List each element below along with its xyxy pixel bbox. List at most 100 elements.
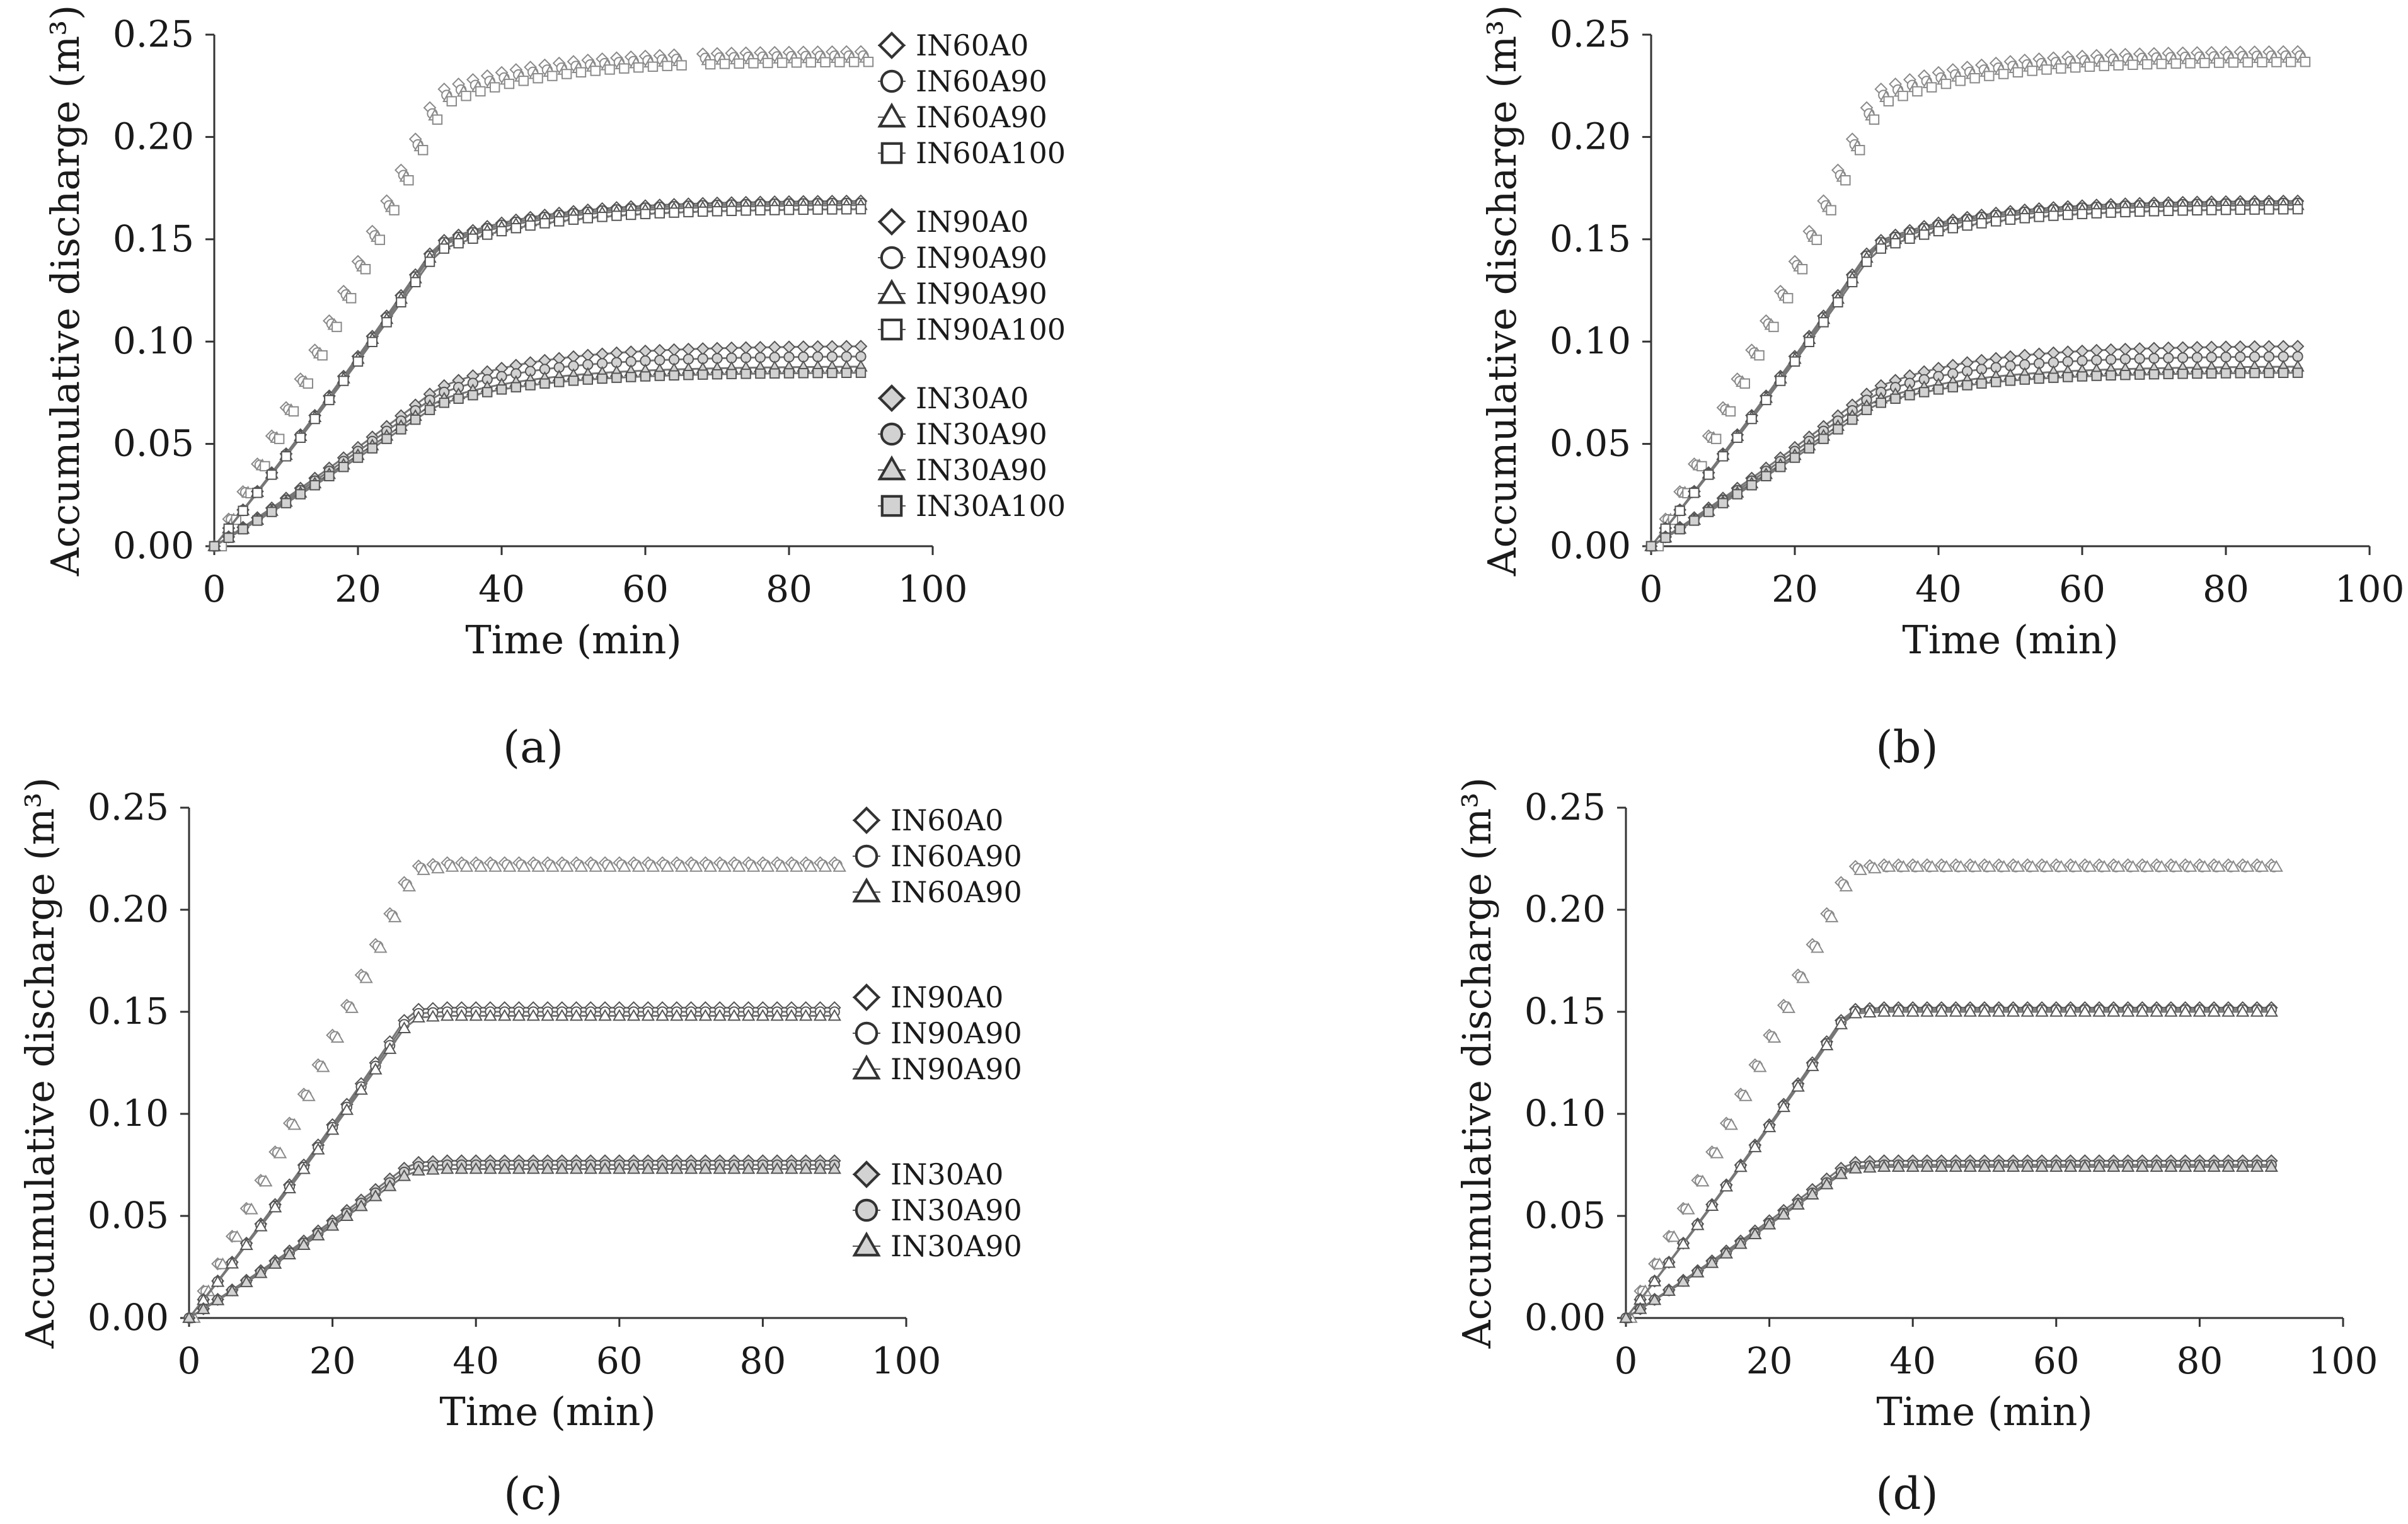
x-tick-label: 40 xyxy=(1915,568,1962,610)
data-point xyxy=(1949,1160,1963,1172)
data-point xyxy=(1992,1160,2006,1172)
data-point xyxy=(2078,1160,2092,1172)
data-point xyxy=(785,1009,798,1021)
data-point xyxy=(611,372,622,383)
series-in60a0 xyxy=(1619,858,2278,1325)
data-point xyxy=(832,859,846,872)
data-point xyxy=(761,859,775,872)
data-point xyxy=(345,293,357,304)
data-point xyxy=(2192,1160,2207,1172)
data-point xyxy=(2135,1160,2150,1172)
data-point xyxy=(2292,367,2303,378)
y-tick-label: 0.15 xyxy=(88,990,169,1033)
legend-marker-triangle xyxy=(852,877,881,903)
data-point xyxy=(1863,1005,1877,1018)
data-point xyxy=(2235,1160,2250,1172)
data-point xyxy=(1734,1237,1748,1249)
data-point xyxy=(2140,859,2155,872)
data-point xyxy=(561,69,572,79)
legend-marker-circle xyxy=(880,422,904,446)
data-point xyxy=(1875,398,1887,408)
y-tick-label: 0.00 xyxy=(1550,524,1631,567)
legend-marker-circle xyxy=(880,69,904,93)
x-tick-label: 60 xyxy=(2033,1339,2080,1382)
data-point xyxy=(1848,1161,1862,1174)
data-point xyxy=(502,859,517,872)
data-point xyxy=(2034,212,2044,222)
data-point xyxy=(698,206,708,217)
data-point xyxy=(2128,59,2138,71)
data-point xyxy=(660,859,674,872)
data-point xyxy=(352,452,364,463)
data-point xyxy=(2285,57,2296,67)
data-point xyxy=(1719,1246,1734,1259)
data-point xyxy=(598,1009,612,1021)
data-point xyxy=(1896,859,1911,872)
data-point xyxy=(670,1009,684,1021)
data-point xyxy=(2084,61,2095,72)
data-point xyxy=(2242,57,2253,68)
data-point xyxy=(726,205,737,216)
data-point xyxy=(568,214,579,225)
data-point xyxy=(496,226,507,237)
data-point xyxy=(526,1009,540,1021)
data-point xyxy=(626,1009,641,1021)
data-point xyxy=(813,1162,827,1174)
data-point xyxy=(1819,1177,1834,1189)
legend-label: IN60A90 xyxy=(890,839,1022,873)
data-point xyxy=(424,256,435,267)
x-tick-label: 100 xyxy=(898,568,968,610)
data-point xyxy=(727,1009,741,1021)
legend-label: IN30A100 xyxy=(916,489,1066,523)
x-tick-label: 80 xyxy=(2176,1339,2223,1382)
data-point xyxy=(225,1284,239,1297)
series-line xyxy=(1625,1166,2272,1319)
series-in90a90 xyxy=(1620,1004,2277,1324)
data-point xyxy=(1791,1198,1805,1210)
data-point xyxy=(804,859,818,872)
data-point xyxy=(705,59,716,70)
y-tick-label: 0.20 xyxy=(1550,115,1631,158)
data-point xyxy=(1976,218,1987,229)
data-point xyxy=(352,356,364,367)
data-point xyxy=(397,1021,412,1034)
data-point xyxy=(2235,368,2246,379)
data-point xyxy=(755,205,766,216)
data-point xyxy=(769,368,780,379)
data-point xyxy=(531,859,545,872)
data-point xyxy=(1991,216,2002,227)
data-point xyxy=(2041,64,2052,75)
data-point xyxy=(453,238,464,249)
series-line xyxy=(214,355,861,547)
data-point xyxy=(798,204,809,215)
data-point xyxy=(825,340,839,353)
data-point xyxy=(474,859,488,872)
data-point xyxy=(1963,1160,1977,1172)
data-point xyxy=(412,1164,425,1176)
data-point xyxy=(2248,340,2262,353)
x-tick-label: 20 xyxy=(309,1339,356,1382)
data-point xyxy=(2264,204,2274,215)
data-point xyxy=(647,61,659,72)
x-tick-label: 100 xyxy=(2335,568,2405,610)
data-point xyxy=(1933,384,1944,395)
legend-label: IN60A90 xyxy=(916,64,1047,98)
data-point xyxy=(302,1089,316,1101)
data-point xyxy=(812,367,823,379)
data-point xyxy=(1777,1100,1791,1113)
data-point xyxy=(641,1009,655,1021)
data-point xyxy=(426,1162,440,1175)
series-line xyxy=(188,1167,835,1319)
data-point xyxy=(584,1009,598,1021)
data-point xyxy=(360,264,371,275)
series-in30a90 xyxy=(182,1162,841,1323)
data-point xyxy=(482,387,493,398)
data-point xyxy=(2141,59,2153,70)
data-point xyxy=(1992,1004,2006,1017)
data-point xyxy=(1984,71,1995,81)
legend-marker-circle xyxy=(855,1198,879,1222)
x-tick-label: 60 xyxy=(2059,568,2106,610)
data-point xyxy=(1754,350,1765,361)
data-point xyxy=(1920,1160,1934,1172)
data-point xyxy=(2090,343,2104,357)
